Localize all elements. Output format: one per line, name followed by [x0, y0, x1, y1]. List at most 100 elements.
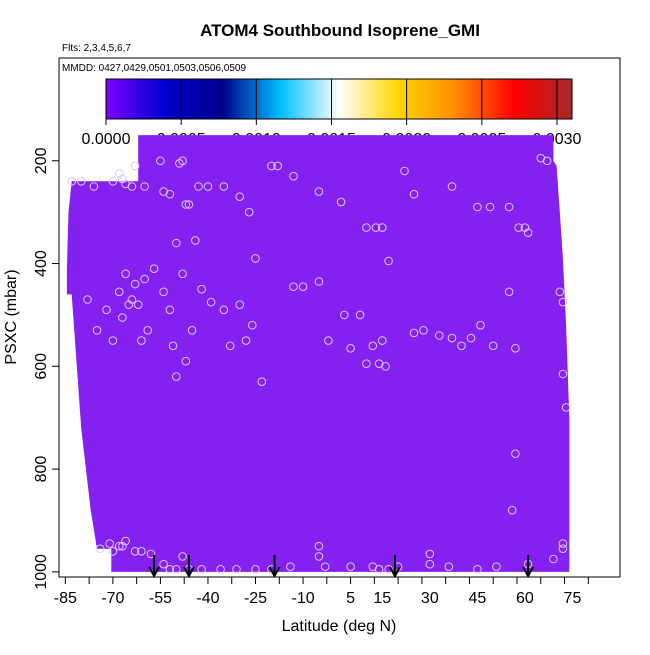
data-point: [473, 565, 482, 574]
data-point: [172, 372, 181, 381]
data-point: [371, 223, 381, 232]
data-point: [289, 171, 298, 181]
data-point: [314, 552, 324, 561]
y-tick-label: 1000: [33, 554, 50, 590]
data-point: [561, 403, 571, 412]
data-point: [558, 539, 568, 548]
data-point: [232, 565, 241, 574]
data-point: [118, 313, 127, 322]
flight-arrow: [268, 555, 281, 579]
data-point: [197, 284, 206, 294]
data-point: [558, 297, 568, 307]
data-point: [127, 295, 137, 304]
data-point: [314, 187, 324, 196]
data-point: [156, 156, 165, 166]
data-point: [140, 274, 149, 284]
data-point: [235, 192, 244, 201]
x-tick-label: 75: [564, 590, 582, 607]
data-point: [121, 269, 130, 279]
data-point: [298, 282, 308, 292]
x-tick-label: 60: [516, 590, 534, 607]
x-tick-label: -55: [149, 590, 172, 607]
data-point: [362, 359, 371, 369]
data-point: [168, 341, 178, 351]
data-point: [447, 333, 457, 343]
data-point: [346, 562, 355, 572]
data-point: [314, 541, 324, 551]
data-point: [67, 177, 76, 186]
data-point: [149, 264, 159, 274]
data-point: [251, 565, 260, 574]
data-point: [435, 331, 444, 340]
data-point: [108, 547, 118, 556]
x-tick-label: 15: [373, 590, 391, 607]
curtain-field: [66, 135, 570, 572]
data-points: [67, 153, 571, 574]
data-point: [381, 362, 390, 371]
data-point: [165, 565, 175, 574]
data-point: [165, 305, 175, 315]
data-point: [216, 565, 225, 574]
data-point: [409, 328, 419, 338]
data-point: [140, 182, 149, 191]
x-tick-label: -10: [291, 590, 314, 607]
data-point: [219, 305, 229, 315]
y-axis: 200 400 600 800 1000: [33, 147, 59, 590]
y-tick-label: 400: [33, 250, 50, 277]
data-point: [257, 377, 267, 387]
data-point: [504, 202, 514, 212]
data-point: [336, 197, 346, 207]
data-point: [225, 341, 235, 351]
data-point: [514, 223, 523, 232]
x-tick-label: -25: [244, 590, 267, 607]
data-point: [130, 547, 140, 556]
data-point: [130, 161, 140, 171]
y-tick-label: 800: [33, 456, 50, 483]
data-point: [194, 182, 203, 191]
data-point: [172, 565, 181, 574]
x-tick-label: 30: [421, 590, 439, 607]
data-point: [378, 223, 387, 232]
x-axis: -85 -70 -55 -40 -25 -10 5 15 30 45 60 75: [54, 577, 589, 607]
data-point: [102, 305, 111, 315]
data-point: [114, 541, 124, 551]
data-point: [172, 238, 181, 248]
flights-subtitle: Flts: 2,3,4,5,6,7: [62, 43, 131, 54]
data-point: [362, 223, 371, 232]
data-point: [511, 344, 520, 353]
data-point: [127, 182, 137, 191]
flight-arrow: [522, 555, 534, 579]
data-point: [248, 320, 257, 330]
data-point: [384, 565, 393, 574]
data-point: [251, 254, 260, 263]
data-point: [488, 341, 498, 351]
x-tick-label: -70: [101, 590, 124, 607]
data-point: [400, 166, 409, 176]
data-point: [159, 287, 168, 297]
x-tick-label: -40: [196, 590, 219, 607]
data-point: [244, 207, 254, 217]
data-point: [549, 554, 558, 564]
data-point: [314, 277, 324, 286]
colorbar-tick-label: 0.0000: [82, 131, 131, 148]
data-point: [273, 161, 283, 171]
data-point: [504, 287, 514, 297]
data-point: [523, 228, 533, 237]
colorbar-gradient: [105, 78, 573, 120]
data-point: [324, 336, 333, 345]
data-point: [206, 297, 216, 307]
data-point: [108, 336, 118, 345]
data-point: [219, 182, 229, 191]
y-axis-label: PSXC (mbar): [3, 269, 20, 364]
data-point: [374, 565, 384, 574]
data-point: [346, 344, 355, 353]
data-point: [241, 336, 251, 345]
data-point: [137, 336, 146, 345]
data-point: [181, 356, 191, 366]
data-point: [92, 326, 102, 335]
data-point: [137, 547, 146, 556]
data-point: [181, 200, 191, 209]
data-point: [83, 295, 92, 304]
data-point: [425, 559, 435, 569]
